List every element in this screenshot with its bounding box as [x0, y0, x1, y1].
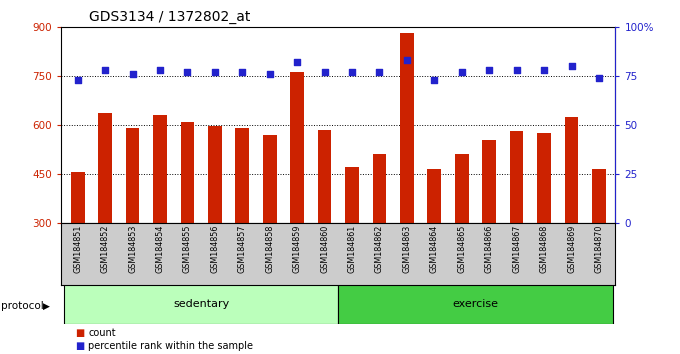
Bar [98, 113, 112, 223]
Bar [338, 285, 613, 324]
Text: GSM184867: GSM184867 [512, 225, 521, 273]
Text: GSM184858: GSM184858 [265, 225, 274, 273]
Point [401, 57, 412, 63]
Point [292, 59, 303, 65]
Point [72, 77, 83, 82]
Text: GSM184865: GSM184865 [457, 225, 466, 273]
Point [429, 77, 440, 82]
Bar [400, 33, 413, 223]
Bar [373, 154, 386, 223]
Point [456, 69, 467, 75]
Point [483, 67, 494, 73]
Bar [153, 115, 167, 223]
Text: GSM184853: GSM184853 [128, 225, 137, 273]
Point [594, 75, 605, 80]
Text: GSM184863: GSM184863 [403, 225, 411, 273]
Text: GSM184856: GSM184856 [210, 225, 220, 273]
Point [319, 69, 330, 75]
Text: GSM184852: GSM184852 [101, 225, 109, 273]
Text: ■: ■ [75, 329, 84, 338]
Bar [345, 167, 359, 223]
Bar [564, 116, 579, 223]
Text: percentile rank within the sample: percentile rank within the sample [88, 341, 254, 351]
Text: GSM184869: GSM184869 [567, 225, 576, 273]
Point [374, 69, 385, 75]
Text: GSM184868: GSM184868 [539, 225, 549, 273]
Bar [126, 128, 139, 223]
Text: GSM184855: GSM184855 [183, 225, 192, 273]
Text: GSM184870: GSM184870 [594, 225, 603, 273]
Text: GSM184851: GSM184851 [73, 225, 82, 273]
Text: exercise: exercise [452, 299, 498, 309]
Point [347, 69, 358, 75]
Point [100, 67, 111, 73]
Bar [428, 169, 441, 223]
Text: GSM184857: GSM184857 [238, 225, 247, 273]
Bar [71, 172, 84, 223]
Bar [208, 126, 222, 223]
Point [154, 67, 165, 73]
Text: GSM184861: GSM184861 [347, 225, 356, 273]
Point [127, 71, 138, 76]
Bar [318, 130, 331, 223]
Bar [263, 135, 277, 223]
Text: protocol: protocol [1, 301, 44, 311]
Text: GSM184859: GSM184859 [292, 225, 302, 273]
Text: GSM184860: GSM184860 [320, 225, 329, 273]
Bar [592, 169, 606, 223]
Text: GSM184862: GSM184862 [375, 225, 384, 273]
Point [265, 71, 275, 76]
Point [539, 67, 549, 73]
Point [511, 67, 522, 73]
Bar [64, 285, 338, 324]
Text: ■: ■ [75, 341, 84, 351]
Bar [455, 154, 469, 223]
Point [209, 69, 220, 75]
Point [237, 69, 248, 75]
Bar [290, 73, 304, 223]
Text: GSM184864: GSM184864 [430, 225, 439, 273]
Text: ▶: ▶ [43, 302, 50, 311]
Text: GSM184854: GSM184854 [156, 225, 165, 273]
Text: GDS3134 / 1372802_at: GDS3134 / 1372802_at [89, 10, 250, 24]
Bar [482, 139, 496, 223]
Bar [537, 133, 551, 223]
Point [182, 69, 193, 75]
Text: sedentary: sedentary [173, 299, 229, 309]
Bar [181, 121, 194, 223]
Bar [510, 131, 524, 223]
Point [566, 63, 577, 69]
Text: GSM184866: GSM184866 [485, 225, 494, 273]
Bar [235, 128, 249, 223]
Text: count: count [88, 329, 116, 338]
